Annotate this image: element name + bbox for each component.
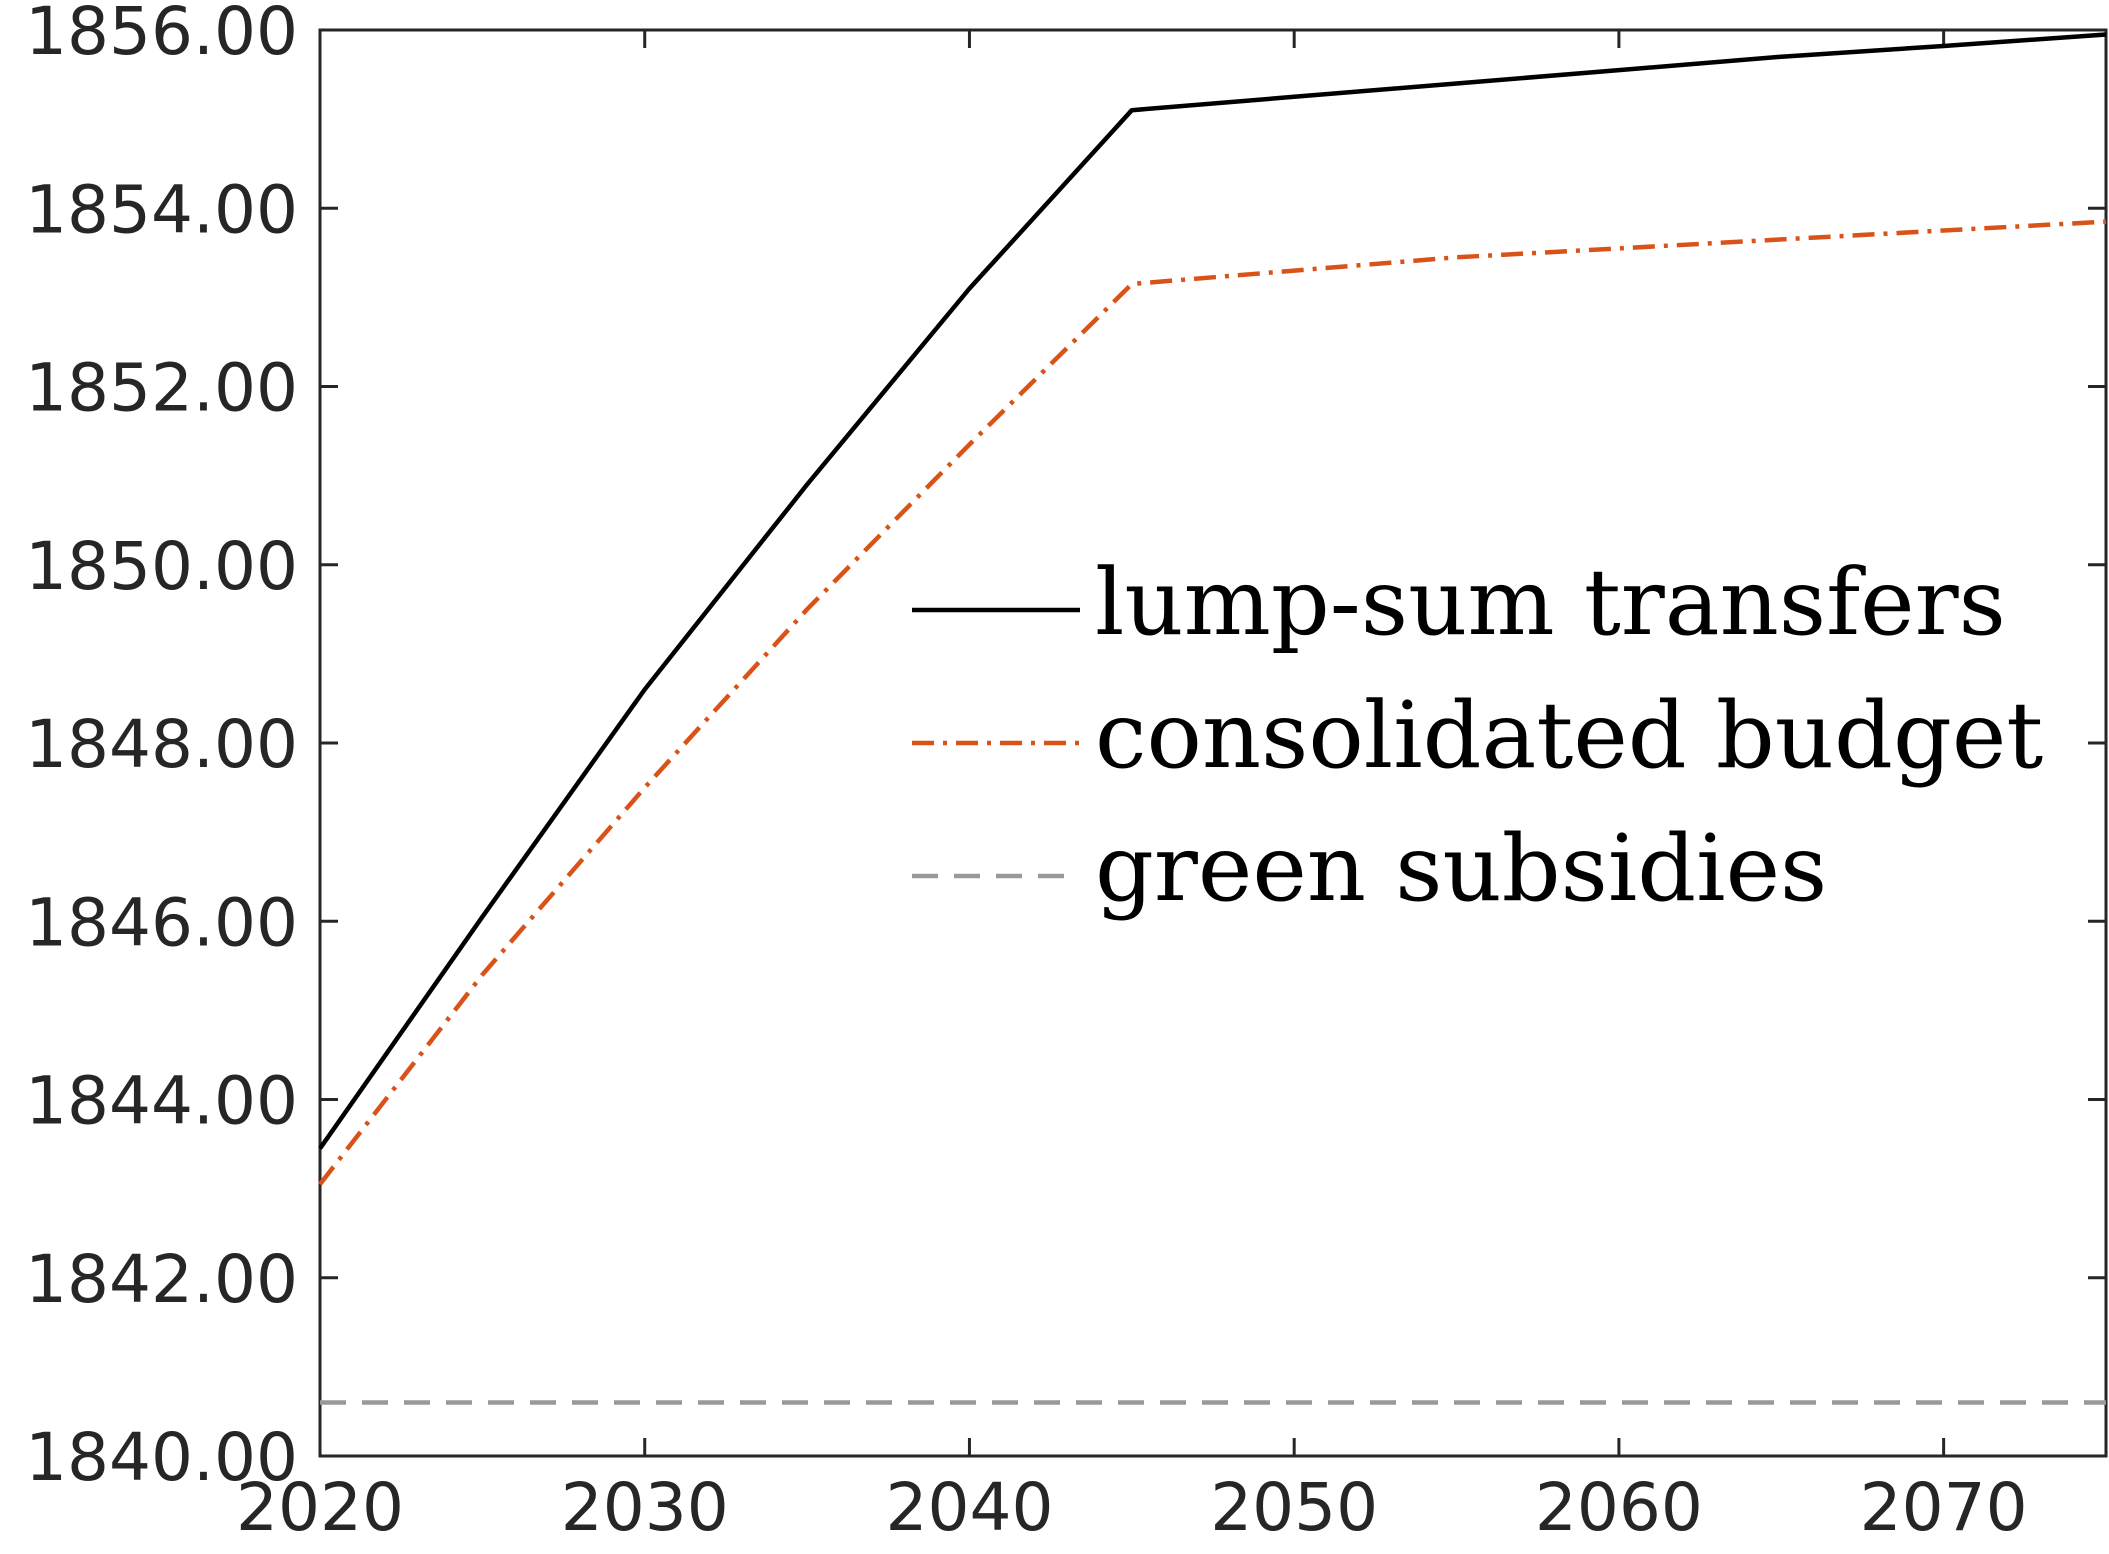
y-tick-label: 1854.00 [25, 171, 298, 248]
x-tick-label: 2040 [885, 1469, 1053, 1546]
x-tick-label: 2060 [1535, 1469, 1703, 1546]
legend-label-2: green subsidies [1095, 815, 1827, 922]
y-tick-label: 1848.00 [25, 706, 298, 783]
x-axis: 2020 2030 2040 2050 2060 2070 [236, 30, 2028, 1546]
y-tick-label: 1852.00 [25, 350, 298, 427]
y-tick-label: 1840.00 [25, 1419, 298, 1496]
x-tick-label: 2070 [1860, 1469, 2028, 1546]
legend: lump-sum transfers consolidated budget gre… [912, 549, 2043, 922]
y-tick-label: 1846.00 [25, 884, 298, 961]
y-tick-label: 1842.00 [25, 1241, 298, 1318]
y-axis: 1840.00 1842.00 1844.00 1846.00 1848.00 1850.… [25, 0, 2106, 1496]
legend-label-0: lump-sum transfers [1095, 549, 2006, 656]
legend-label-1: consolidated budget [1095, 682, 2043, 789]
x-tick-label: 2050 [1210, 1469, 1378, 1546]
x-tick-label: 2020 [236, 1469, 404, 1546]
series-line-0 [318, 32, 2107, 1150]
x-tick-label: 2030 [561, 1469, 729, 1546]
y-tick-label: 1856.00 [25, 0, 298, 70]
y-tick-label: 1850.00 [25, 528, 298, 605]
series-layer [318, 32, 2107, 1405]
series-line-1 [318, 219, 2107, 1186]
y-tick-label: 1844.00 [25, 1063, 298, 1140]
